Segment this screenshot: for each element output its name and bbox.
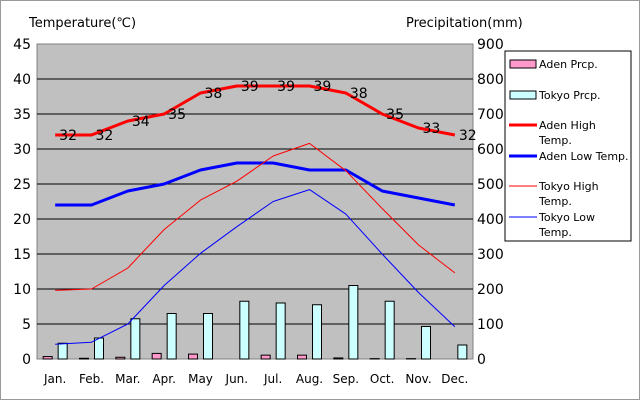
x-tick-label: Jun. — [225, 372, 249, 386]
right-tick-label: 400 — [477, 212, 504, 228]
x-tick-label: Aug. — [296, 372, 323, 386]
x-tick-label: Nov. — [405, 372, 431, 386]
x-tick-label: Sep. — [333, 372, 359, 386]
right-tick-label: 200 — [477, 282, 504, 298]
left-tick-label: 30 — [13, 142, 31, 158]
aden-prcp-bar — [189, 354, 198, 359]
x-tick-label: Jul. — [263, 372, 282, 386]
data-label: 35 — [386, 107, 404, 123]
data-label: 32 — [459, 128, 477, 144]
right-tick-label: 100 — [477, 317, 504, 333]
tokyo-prcp-bar — [349, 286, 358, 360]
right-tick-label: 700 — [477, 107, 504, 123]
data-label: 35 — [168, 107, 186, 123]
x-tick-label: Dec. — [441, 372, 468, 386]
aden-prcp-bar — [261, 355, 270, 359]
aden-prcp-bar — [152, 353, 161, 359]
right-tick-label: 500 — [477, 177, 504, 193]
left-tick-label: 15 — [13, 247, 31, 263]
right-tick-label: 300 — [477, 247, 504, 263]
legend-entry: Tokyo Prcp. — [538, 89, 601, 102]
tokyo-prcp-bar — [167, 314, 176, 360]
data-label: 38 — [205, 86, 223, 102]
data-label: 34 — [132, 114, 150, 130]
data-label: 38 — [350, 86, 368, 102]
left-tick-label: 20 — [13, 212, 31, 228]
left-tick-label: 45 — [13, 37, 31, 53]
aden-prcp-bar — [43, 357, 52, 359]
left-axis-label: Temperature(℃) — [28, 16, 136, 31]
data-label: 39 — [277, 79, 295, 95]
data-label: 32 — [59, 128, 77, 144]
x-tick-label: Feb. — [79, 372, 104, 386]
tokyo-prcp-bar — [131, 319, 140, 359]
legend-entry: Aden Low Temp. — [539, 150, 629, 163]
tokyo-prcp-bar — [422, 326, 431, 359]
data-label: 32 — [96, 128, 114, 144]
data-label: 39 — [314, 79, 332, 95]
tokyo-prcp-bar — [385, 301, 394, 359]
right-tick-label: 900 — [477, 37, 504, 53]
right-tick-label: 800 — [477, 72, 504, 88]
x-tick-label: Jan. — [43, 372, 66, 386]
left-tick-label: 0 — [22, 352, 31, 368]
left-tick-label: 10 — [13, 282, 31, 298]
tokyo-prcp-bar — [240, 301, 249, 359]
tokyo-prcp-bar — [276, 303, 285, 359]
tokyo-prcp-bar — [58, 343, 67, 359]
tokyo-prcp-bar — [95, 338, 104, 359]
aden-prcp-bar — [116, 357, 125, 359]
left-tick-label: 35 — [13, 107, 31, 123]
legend-entry: Aden Prcp. — [539, 58, 598, 71]
x-tick-label: Apr. — [152, 372, 175, 386]
x-tick-label: May — [188, 372, 213, 386]
x-tick-label: Mar. — [115, 372, 140, 386]
aden-prcp-bar — [298, 355, 307, 359]
right-axis-label: Precipitation(mm) — [406, 16, 523, 31]
legend-swatch — [510, 60, 536, 68]
left-tick-label: 5 — [22, 317, 31, 333]
tokyo-prcp-bar — [204, 314, 213, 360]
left-tick-label: 25 — [13, 177, 31, 193]
right-tick-label: 0 — [477, 352, 486, 368]
tokyo-prcp-bar — [458, 345, 467, 359]
legend-swatch — [510, 91, 536, 99]
aden-prcp-bar — [334, 358, 343, 359]
right-tick-label: 600 — [477, 142, 504, 158]
x-tick-label: Oct. — [370, 372, 395, 386]
aden-prcp-bar — [80, 358, 89, 359]
data-label: 39 — [241, 79, 259, 95]
left-tick-label: 40 — [13, 72, 31, 88]
data-label: 33 — [423, 121, 441, 137]
tokyo-prcp-bar — [313, 305, 322, 359]
